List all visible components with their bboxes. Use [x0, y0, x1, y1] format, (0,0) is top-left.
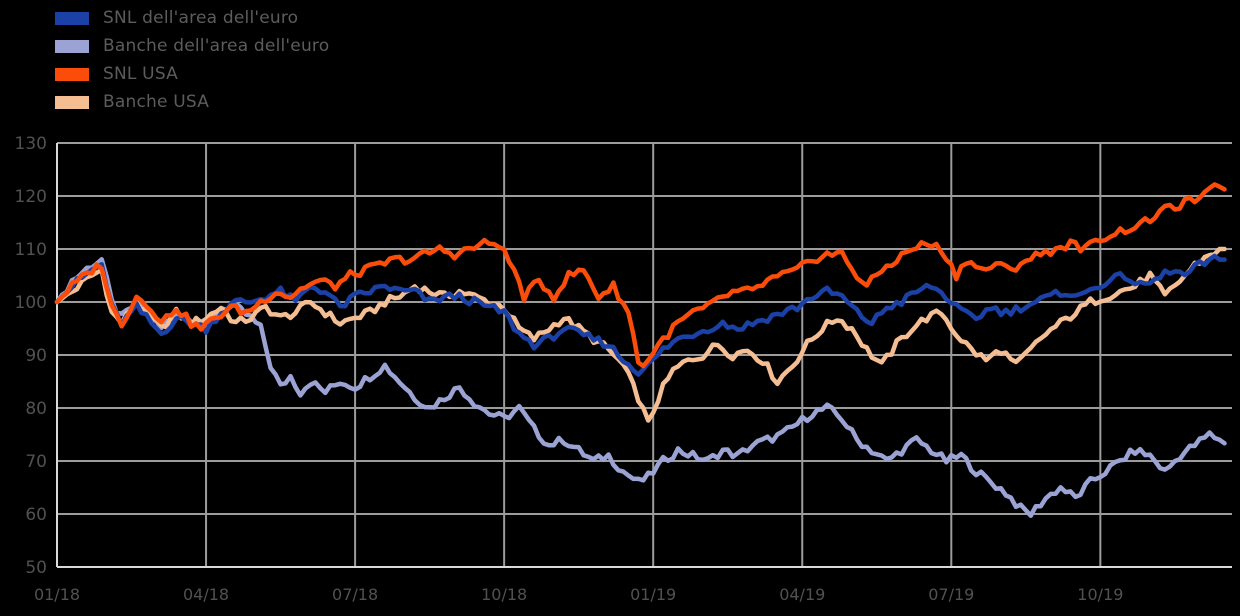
- y-tick-label: 100: [15, 293, 47, 313]
- x-tick-label: 04/19: [779, 585, 825, 604]
- legend-label-usa-banks: Banche USA: [103, 92, 210, 112]
- series-line-banche-dell-area-dell-euro: [54, 257, 1227, 518]
- legend-label-euro-banks: Banche dell'area dell'euro: [103, 36, 330, 56]
- y-tick-label: 130: [15, 134, 47, 154]
- legend-item: SNL dell'area dell'euro: [55, 4, 329, 32]
- x-tick-label: 07/18: [332, 585, 378, 604]
- x-tick-label: 01/18: [34, 585, 80, 604]
- x-tick-label: 01/19: [630, 585, 676, 604]
- y-tick-label: 120: [15, 187, 47, 207]
- legend-item: SNL USA: [55, 60, 329, 88]
- y-tick-label: 70: [25, 452, 47, 472]
- series-line-snl-dell-area-dell-euro: [54, 253, 1227, 377]
- y-tick-label: 110: [15, 240, 47, 260]
- y-tick-label: 50: [25, 558, 47, 578]
- legend-swatch-usa-banks: [55, 95, 89, 109]
- legend-swatch-euro-banks: [55, 39, 89, 53]
- legend-item: Banche USA: [55, 88, 329, 116]
- legend-label-usa-index: SNL USA: [103, 64, 178, 84]
- legend-item: Banche dell'area dell'euro: [55, 32, 329, 60]
- x-tick-label: 10/18: [481, 585, 527, 604]
- series-line-snl-usa: [54, 182, 1227, 369]
- legend-swatch-usa-index: [55, 67, 89, 81]
- y-tick-label: 60: [25, 505, 47, 525]
- y-tick-label: 90: [25, 346, 47, 366]
- series-line-banche-usa: [54, 246, 1227, 423]
- x-tick-label: 10/19: [1077, 585, 1123, 604]
- chart-legend: SNL dell'area dell'euro Banche dell'area…: [55, 4, 329, 116]
- legend-swatch-euro-index: [55, 11, 89, 25]
- y-tick-label: 80: [25, 399, 47, 419]
- legend-label-euro-index: SNL dell'area dell'euro: [103, 8, 299, 28]
- x-tick-label: 07/19: [928, 585, 974, 604]
- x-tick-label: 04/18: [183, 585, 229, 604]
